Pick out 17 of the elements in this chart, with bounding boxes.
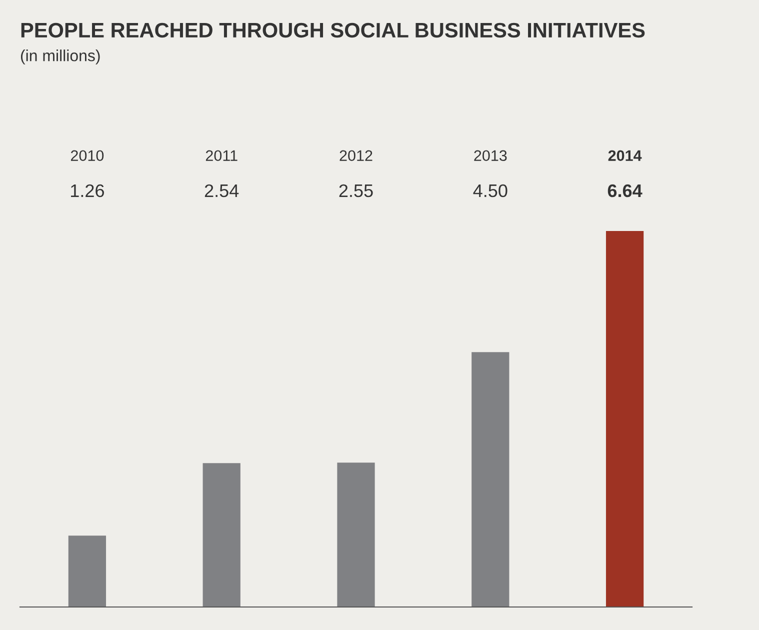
data-label: 2.55 [339, 184, 373, 198]
chart-title: PEOPLE REACHED THROUGH SOCIAL BUSINESS INITIATIVES [21, 22, 645, 38]
chart-subtitle: (in millions) [20, 50, 100, 64]
bar [68, 536, 106, 607]
bar [472, 352, 510, 607]
x-tick-label: 2011 [206, 150, 238, 162]
data-label: 1.26 [71, 184, 104, 198]
data-label: 4.50 [473, 184, 508, 198]
x-tick-label: 2014 [608, 150, 642, 162]
bar [337, 462, 375, 607]
data-label: 6.64 [608, 184, 642, 198]
x-tick-label: 2012 [340, 150, 372, 162]
bar [202, 463, 240, 607]
bar [606, 231, 644, 607]
x-tick-label: 2010 [70, 150, 104, 162]
x-tick-label: 2013 [474, 150, 507, 162]
data-label: 2.54 [204, 184, 239, 198]
